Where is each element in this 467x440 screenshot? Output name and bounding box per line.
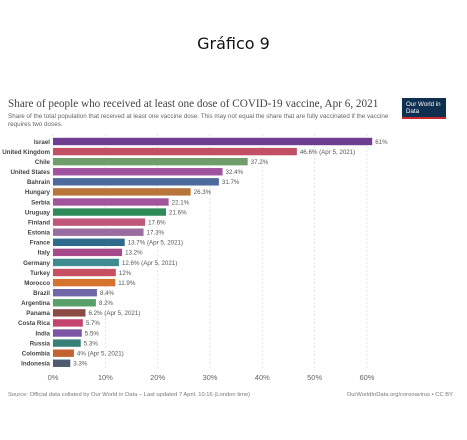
value-label: 5.7% <box>86 320 101 327</box>
x-tick-label: 0% <box>48 373 59 382</box>
bar[interactable] <box>53 339 81 347</box>
category-label: Colombia <box>22 350 51 357</box>
page-heading: Gráfico 9 <box>197 34 270 53</box>
license-link[interactable]: OurWorldInData.org/coronavirus • CC BY <box>346 392 453 398</box>
category-label: Costa Rica <box>18 320 51 327</box>
category-label: Morocco <box>24 280 50 287</box>
x-tick-label: 50% <box>307 373 322 382</box>
bar[interactable] <box>53 178 219 186</box>
x-tick-label: 60% <box>359 373 374 382</box>
category-label: Hungary <box>25 189 51 196</box>
value-label: 8.4% <box>100 290 115 297</box>
category-label: Estonia <box>28 230 51 237</box>
category-label: Israel <box>34 139 50 146</box>
bar[interactable] <box>53 278 116 287</box>
bar[interactable] <box>53 228 144 236</box>
bar[interactable] <box>53 268 116 277</box>
category-label: Turkey <box>30 270 50 277</box>
bar[interactable] <box>53 329 82 337</box>
bar[interactable] <box>53 238 125 246</box>
value-label: 12.6% (Apr 5, 2021) <box>122 260 177 267</box>
bar[interactable] <box>53 137 373 146</box>
bar[interactable] <box>53 208 167 216</box>
bar[interactable] <box>53 319 83 327</box>
chart-subtitle: Share of the total population that recei… <box>8 113 389 129</box>
category-label: Uruguay <box>25 209 51 216</box>
bar[interactable] <box>53 258 119 267</box>
bar[interactable] <box>53 248 123 257</box>
x-tick-label: 40% <box>255 373 270 382</box>
our-world-in-data-logo: Our World in Data <box>402 98 446 119</box>
bar[interactable] <box>53 359 71 367</box>
category-label: Italy <box>38 250 51 257</box>
category-label: Brazil <box>33 290 50 297</box>
bar[interactable] <box>53 157 248 166</box>
value-label: 37.2% <box>251 159 269 166</box>
value-label: 32.4% <box>226 169 244 176</box>
source-note: Source: Official data collated by Our Wo… <box>8 392 251 398</box>
x-tick-label: 30% <box>202 373 217 382</box>
x-tick-label: 20% <box>150 373 165 382</box>
value-label: 46.6% (Apr 5, 2021) <box>300 149 355 156</box>
bar[interactable] <box>53 299 96 307</box>
category-label: India <box>36 330 51 337</box>
value-label: 8.2% <box>99 300 114 307</box>
bar[interactable] <box>53 309 86 317</box>
bar[interactable] <box>53 349 74 357</box>
category-label: Serbia <box>31 199 50 206</box>
value-label: 61% <box>375 139 388 146</box>
value-label: 22.1% <box>172 199 190 206</box>
value-label: 31.7% <box>222 179 240 186</box>
category-label: Chile <box>35 159 51 166</box>
category-label: Bahrain <box>27 179 50 186</box>
category-label: Russia <box>30 340 51 347</box>
value-label: 11.9% <box>118 280 136 287</box>
value-label: 13.2% <box>125 250 143 257</box>
value-label: 21.6% <box>169 209 187 216</box>
category-label: Indonesia <box>21 361 50 368</box>
bar[interactable] <box>53 188 191 196</box>
category-label: Panama <box>26 310 50 317</box>
value-label: 6.2% (Apr 5, 2021) <box>88 310 140 317</box>
bar[interactable] <box>53 147 297 156</box>
category-label: United States <box>10 169 50 176</box>
value-label: 5.5% <box>85 330 100 337</box>
value-label: 4% (Apr 5, 2021) <box>77 350 124 357</box>
category-label: Argentina <box>21 300 50 307</box>
value-label: 12% <box>119 270 132 277</box>
category-label: United Kingdom <box>2 149 50 156</box>
value-label: 13.7% (Apr 5, 2021) <box>128 240 183 247</box>
bar[interactable] <box>53 218 146 226</box>
chart-title: Share of people who received at least on… <box>8 98 379 110</box>
category-label: Finland <box>28 219 50 226</box>
value-label: 26.3% <box>194 189 212 196</box>
bar[interactable] <box>53 168 223 176</box>
bar[interactable] <box>53 198 169 206</box>
value-label: 3.3% <box>73 361 88 368</box>
category-label: Germany <box>23 260 50 267</box>
value-label: 5.3% <box>84 340 99 347</box>
bar[interactable] <box>53 289 97 297</box>
category-label: France <box>30 240 51 247</box>
x-tick-label: 10% <box>98 373 113 382</box>
value-label: 17.3% <box>147 230 165 237</box>
value-label: 17.6% <box>148 219 166 226</box>
